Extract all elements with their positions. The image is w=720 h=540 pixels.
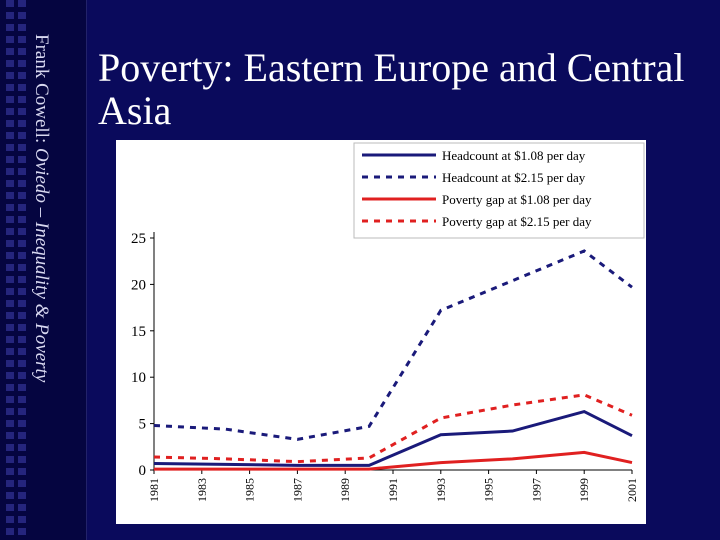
y-tick-label: 15 (131, 324, 146, 340)
x-tick-label: 1991 (386, 478, 400, 502)
slide-title: Poverty: Eastern Europe and Central Asia (98, 45, 685, 133)
y-tick-label: 5 (139, 417, 147, 433)
x-tick-label: 1999 (577, 478, 591, 502)
x-tick-label: 1983 (195, 478, 209, 502)
series-line (154, 450, 633, 471)
series-line (153, 249, 633, 441)
legend-label: Headcount at $2.15 per day (442, 170, 586, 185)
y-tick-label: 25 (131, 231, 146, 247)
x-tick-label: 1981 (147, 478, 161, 502)
legend-label: Headcount at $1.08 per day (442, 148, 586, 163)
chart-area: Headcount at $1.08 per day Headcount at $… (116, 140, 646, 524)
sidebar-course: Oviedo – Inequality & Poverty (31, 148, 52, 383)
y-tick-label: 20 (131, 277, 146, 293)
x-tick-label: 1993 (434, 478, 448, 502)
legend-label: Poverty gap at $2.15 per day (442, 214, 592, 229)
chart-legend: Headcount at $1.08 per day Headcount at $… (353, 142, 645, 239)
x-tick-label: 1987 (290, 478, 304, 502)
x-tick-label: 1997 (529, 478, 543, 502)
sidebar-caption: Frank Cowell: Oviedo – Inequality & Pove… (30, 34, 54, 504)
x-tick-label: 1995 (482, 478, 496, 502)
series-line (153, 393, 633, 464)
line-chart: Headcount at $1.08 per day Headcount at $… (131, 142, 645, 502)
y-tick-label: 10 (131, 370, 146, 386)
decorative-squares (18, 0, 26, 540)
legend-label: Poverty gap at $1.08 per day (442, 192, 592, 207)
chart-axes: 0 5 10 15 20 25 1981 1983 1985 1987 1989 1991 1993 19… (131, 231, 639, 502)
y-tick-label: 0 (139, 463, 147, 479)
decorative-squares (6, 0, 14, 540)
sidebar-band: Frank Cowell: Oviedo – Inequality & Pove… (0, 0, 87, 540)
x-tick-label: 1985 (243, 478, 257, 502)
chart-lines (153, 249, 633, 471)
x-tick-label: 2001 (625, 478, 639, 502)
sidebar-author: Frank Cowell: (31, 34, 52, 148)
x-tick-label: 1989 (338, 478, 352, 502)
series-line (153, 409, 633, 467)
